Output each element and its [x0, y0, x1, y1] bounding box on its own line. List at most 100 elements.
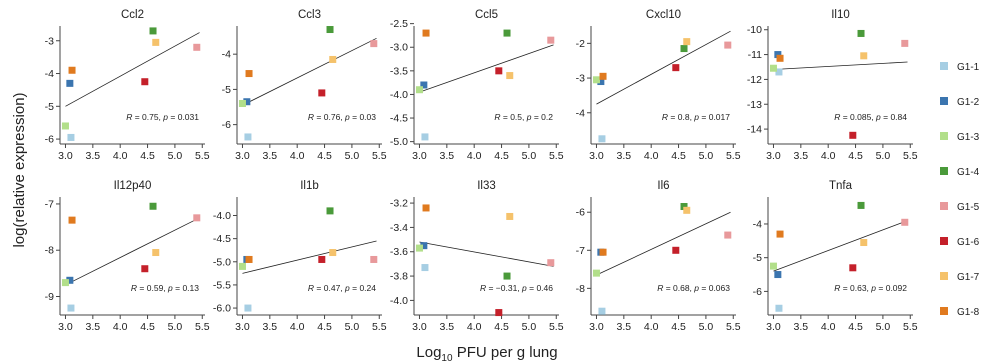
r-symbol: R [834, 283, 840, 293]
legend-swatch [940, 237, 948, 245]
data-point-g1-4 [326, 26, 334, 34]
data-point-g1-5 [901, 218, 909, 226]
x-tick-label: 4.5 [671, 321, 686, 333]
x-tick-label: 3.0 [766, 150, 781, 162]
x-tick-label: 3.0 [766, 321, 781, 333]
p-symbol: p [875, 112, 881, 122]
data-point-g1-5 [547, 259, 555, 267]
data-point-g1-1 [421, 133, 429, 141]
legend-label: G1-3 [957, 132, 980, 143]
y-tick-label: -8 [576, 283, 585, 295]
legend-label: G1-4 [957, 167, 980, 178]
y-tick-label: -5 [222, 84, 231, 96]
regression-line [773, 61, 908, 70]
p-symbol: p [162, 112, 168, 122]
y-tick-label: -11 [748, 49, 763, 61]
r-symbol: R [480, 283, 486, 293]
regression-line [596, 30, 731, 105]
x-tick-label: 4.5 [494, 321, 509, 333]
data-point-g1-5 [193, 214, 201, 222]
data-point-g1-4 [680, 203, 688, 211]
panel-il33: Il33 3.0 3.5 4.0 4.5 5.0 5.5 -3.2 -3.4 -3.6 -3.8 -4… [390, 180, 564, 333]
r-value: = 0.75, [132, 112, 163, 122]
x-tick-label: 5.5 [549, 150, 564, 162]
x-tick-label: 3.5 [263, 150, 278, 162]
data-point-g1-7 [152, 38, 160, 46]
data-point-g1-6 [849, 131, 857, 139]
data-point-g1-8 [599, 248, 607, 256]
x-tick-label: 4.0 [467, 321, 482, 333]
p-symbol: p [521, 283, 527, 293]
r-symbol: R [131, 283, 137, 293]
data-point-g1-8 [776, 54, 784, 62]
data-point-g1-3 [769, 64, 777, 72]
r-value: = 0.63, [840, 283, 871, 293]
correlation-annotation: R = 0.47, p = 0.24 [308, 283, 376, 293]
p-symbol: p [167, 283, 173, 293]
data-point-g1-5 [193, 43, 201, 51]
y-tick-label: -5.0 [213, 256, 231, 268]
legend: G1-1 G1-2 G1-3 G1-4 G1-5 G1-6 G1-7 G1-8 [940, 62, 980, 318]
r-symbol: R [308, 283, 314, 293]
x-tick-label: 3.0 [589, 150, 604, 162]
legend-swatch [940, 202, 948, 210]
data-point-g1-6 [141, 265, 149, 273]
legend-swatch [940, 132, 948, 140]
y-tick-label: -5 [45, 101, 54, 113]
data-point-g1-4 [503, 272, 511, 280]
x-tick-label: 3.5 [440, 321, 455, 333]
data-point-g1-7 [860, 52, 868, 60]
data-point-g1-1 [775, 68, 783, 76]
regression-line [65, 217, 200, 286]
x-tick-label: 5.5 [195, 150, 210, 162]
x-tick-label: 3.0 [589, 321, 604, 333]
legend-label: G1-8 [957, 307, 980, 318]
panel-title: Il6 [657, 180, 669, 192]
panel-title: Il12p40 [114, 180, 152, 192]
y-tick-label: -6 [576, 207, 585, 219]
r-symbol: R [308, 112, 314, 122]
data-point-g1-7 [683, 206, 691, 214]
panel-title: Il1b [300, 180, 319, 192]
data-point-g1-5 [547, 36, 555, 44]
y-tick-label: -4.5 [390, 113, 408, 125]
x-axis-title: Log10 PFU per g lung [416, 344, 557, 364]
data-point-g1-8 [422, 204, 430, 212]
data-point-g1-8 [599, 72, 607, 80]
x-tick-label: 5.0 [522, 150, 537, 162]
data-point-g1-2 [774, 271, 782, 279]
x-tick-label: 3.0 [235, 321, 250, 333]
data-point-g1-5 [370, 255, 378, 263]
data-point-g1-2 [774, 51, 782, 59]
panel-il12p40: Il12p40 3.0 3.5 4.0 4.5 5.0 5.5 -7 -8 -9 R = 0.59,… [45, 180, 210, 333]
x-tick-label: 3.5 [617, 321, 632, 333]
x-tick-label: 4.5 [848, 321, 863, 333]
data-point-g1-6 [141, 78, 149, 86]
panel-title: Cxcl10 [646, 9, 681, 21]
data-point-g1-7 [506, 72, 514, 80]
correlation-annotation: R = 0.75, p = 0.031 [126, 112, 199, 122]
correlation-annotation: R = 0.59, p = 0.13 [131, 283, 199, 293]
panel-tnfa: Tnfa 3.0 3.5 4.0 4.5 5.0 5.5 -4 -5 -6 R = 0.63, p … [753, 180, 918, 333]
x-tick-label: 4.5 [317, 321, 332, 333]
y-tick-label: -3.5 [390, 65, 408, 77]
data-point-g1-4 [503, 29, 511, 37]
y-tick-label: -10 [747, 24, 762, 36]
p-value: = 0.13 [173, 283, 200, 293]
y-tick-label: -6 [222, 119, 231, 131]
r-value: = 0.68, [663, 283, 694, 293]
y-tick-label: -6 [753, 286, 762, 298]
x-tick-label: 5.0 [699, 321, 714, 333]
data-point-g1-2 [420, 81, 428, 89]
y-tick-label: -7 [45, 198, 54, 210]
y-tick-label: -3.0 [390, 42, 408, 54]
data-point-g1-4 [857, 29, 865, 37]
data-point-g1-3 [238, 262, 246, 270]
x-tick-label: 4.0 [821, 150, 836, 162]
r-value: = 0.59, [137, 283, 168, 293]
data-point-g1-8 [68, 66, 76, 74]
x-tick-label: 3.5 [263, 321, 278, 333]
x-tick-label: 5.5 [903, 150, 918, 162]
x-tick-label: 5.5 [372, 150, 387, 162]
